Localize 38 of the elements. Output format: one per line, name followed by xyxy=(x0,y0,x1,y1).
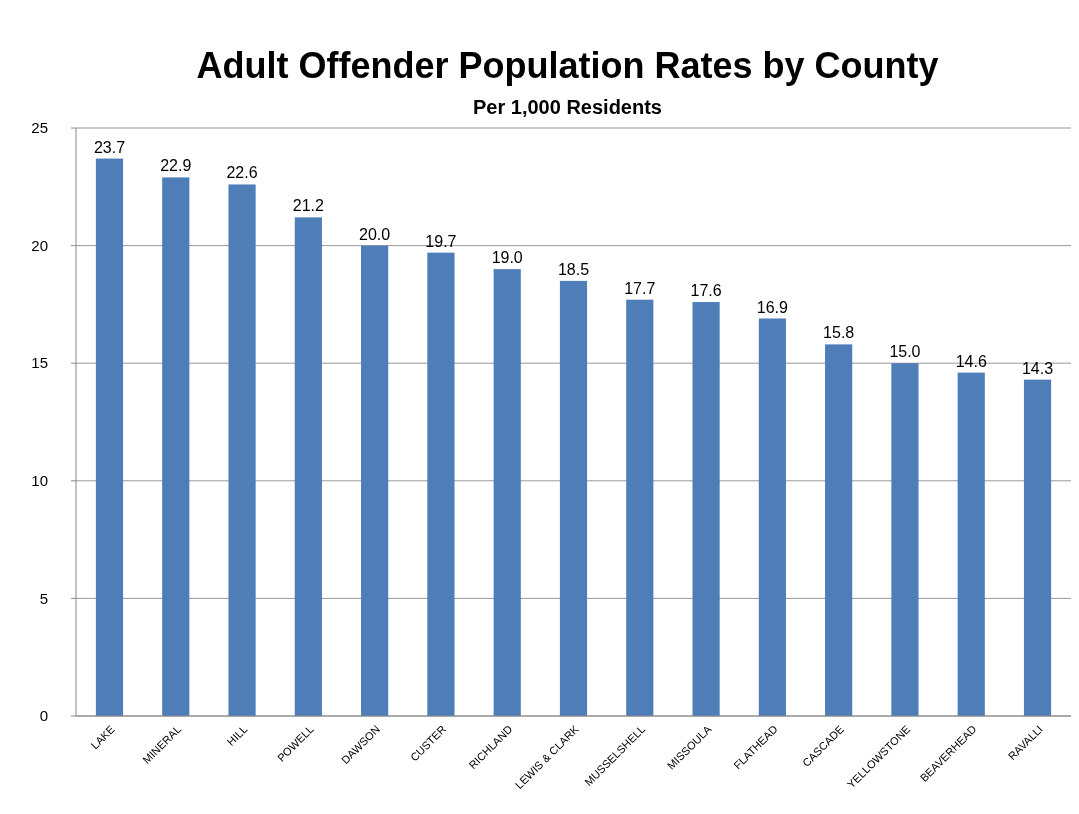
y-tick-label: 10 xyxy=(31,472,48,490)
bar xyxy=(825,344,853,716)
y-tick-label: 15 xyxy=(31,354,48,372)
data-label: 15.0 xyxy=(889,343,921,361)
chart-subtitle: Per 1,000 Residents xyxy=(473,96,662,118)
bar xyxy=(1023,379,1052,716)
y-tick-label: 25 xyxy=(31,119,48,137)
data-label: 21.2 xyxy=(292,197,325,215)
data-label: 20.0 xyxy=(359,225,391,243)
data-label: 17.6 xyxy=(690,282,722,300)
bar xyxy=(228,184,256,716)
data-label: 22.6 xyxy=(226,164,258,182)
data-label: 16.9 xyxy=(756,298,789,316)
y-tick-label: 5 xyxy=(39,589,48,607)
data-label: 14.3 xyxy=(1021,359,1054,377)
bar xyxy=(559,280,588,716)
data-label: 22.9 xyxy=(160,157,192,175)
bar xyxy=(626,299,654,716)
bar xyxy=(95,158,124,716)
y-tick-label: 20 xyxy=(31,236,48,254)
data-label: 14.6 xyxy=(955,352,987,370)
bar xyxy=(427,252,455,716)
bar xyxy=(957,372,985,716)
data-label: 17.7 xyxy=(624,279,656,297)
y-tick-label: 0 xyxy=(39,707,48,725)
bar xyxy=(493,269,521,716)
bar xyxy=(891,363,919,716)
bar xyxy=(692,302,720,716)
data-label: 15.8 xyxy=(823,324,855,342)
data-label: 19.0 xyxy=(491,249,523,267)
bar xyxy=(294,217,322,716)
bar xyxy=(361,245,389,716)
bar xyxy=(758,318,786,716)
chart-title: Adult Offender Population Rates by County xyxy=(196,45,939,86)
data-label: 19.7 xyxy=(425,232,457,250)
bar xyxy=(162,177,190,716)
data-label: 18.5 xyxy=(557,260,590,278)
data-label: 23.7 xyxy=(93,138,126,156)
